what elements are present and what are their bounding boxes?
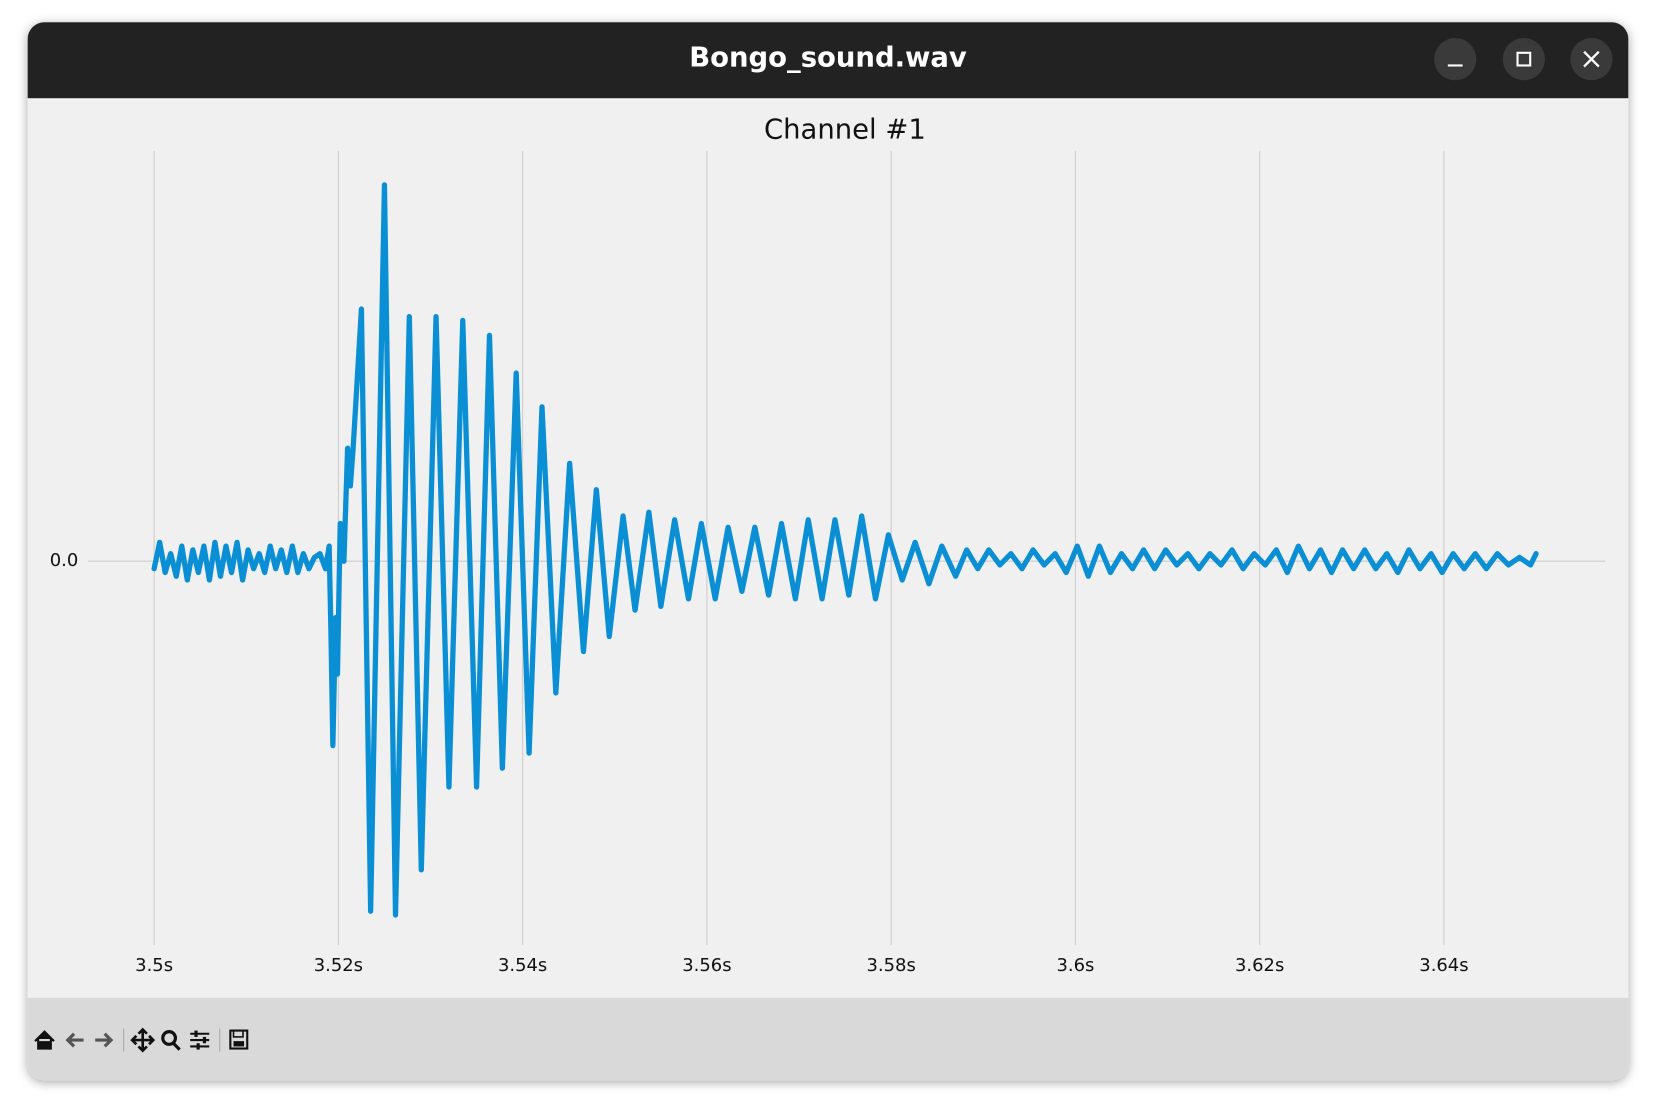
x-tick-label: 3.54s	[498, 955, 547, 976]
x-tick-label: 3.5s	[135, 955, 173, 976]
zoom-button[interactable]	[161, 1030, 181, 1051]
maximize-button[interactable]	[1502, 38, 1545, 81]
minimize-button[interactable]	[1434, 38, 1477, 81]
x-tick-label: 3.58s	[867, 955, 916, 976]
toolbar	[27, 997, 1629, 1081]
back-button[interactable]	[65, 1032, 84, 1048]
save-button[interactable]	[229, 1029, 249, 1050]
title-bar	[27, 22, 1629, 99]
y-tick-label: 0.0	[50, 550, 79, 571]
chart-title: Channel #1	[764, 114, 926, 145]
home-button[interactable]	[34, 1030, 55, 1050]
window-title: Bongo_sound.wav	[689, 43, 967, 74]
pan-button[interactable]	[130, 1027, 156, 1053]
configure-button[interactable]	[190, 1030, 210, 1050]
x-tick-label: 3.64s	[1419, 955, 1468, 976]
waveform-line	[151, 182, 1539, 918]
plot: 3.5s 3.52s 3.54s 3.56s 3.58s 3.6s 3.62s 3.64s 0.…	[50, 150, 1606, 976]
x-tick-label: 3.52s	[314, 955, 363, 976]
x-tick-label: 3.6s	[1056, 955, 1094, 976]
x-tick-label: 3.56s	[682, 955, 731, 976]
forward-button[interactable]	[95, 1032, 114, 1048]
x-tick-label: 3.62s	[1235, 955, 1284, 976]
close-button[interactable]	[1570, 38, 1613, 81]
